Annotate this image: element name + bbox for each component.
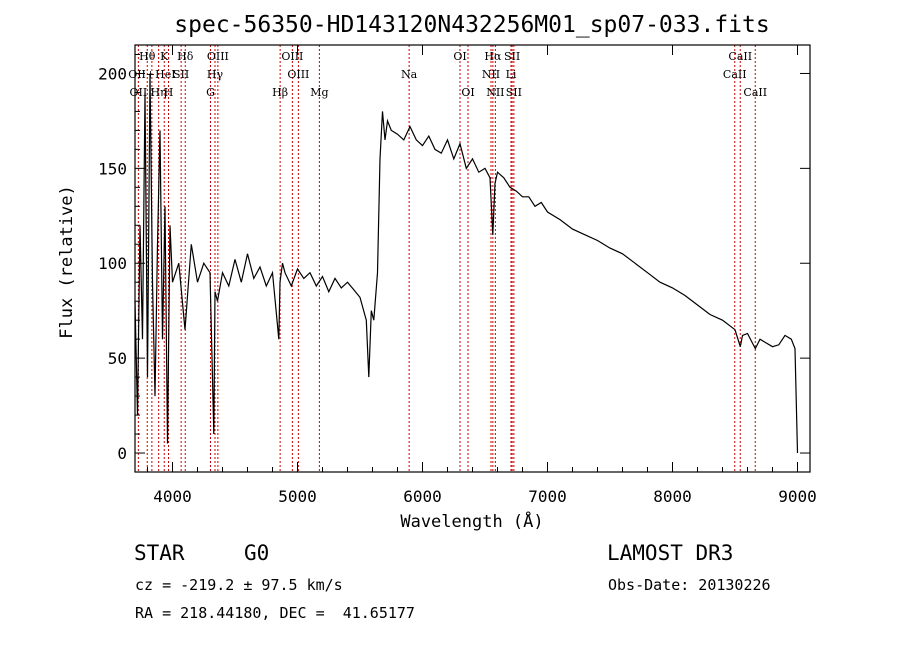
y-axis-ticks: 0 50 100 150 200 [98, 53, 810, 463]
spectral-marker-label: OI [461, 86, 474, 99]
y-tick-label: 150 [98, 159, 127, 178]
y-tick-label: 0 [117, 444, 127, 463]
spectral-marker-label: OIII [287, 68, 309, 81]
object-type: STAR [134, 541, 185, 565]
spectral-marker-label: CaII [728, 50, 752, 63]
y-tick-label: 50 [108, 349, 127, 368]
x-tick-label: 6000 [403, 487, 442, 506]
flux-series-line [134, 73, 799, 454]
x-tick-label: 5000 [278, 487, 317, 506]
spectral-marker-label: H [164, 86, 174, 99]
x-tick-label: 4000 [153, 487, 192, 506]
y-tick-label: 200 [98, 64, 127, 83]
y-axis-label: Flux (relative) [57, 185, 77, 339]
x-tick-label: 9000 [778, 487, 817, 506]
spectral-marker-label: K [160, 50, 169, 63]
spectral-marker-label: OIII [207, 50, 229, 63]
spectral-marker-label: OI [453, 50, 466, 63]
spectral-marker-label: SII [506, 86, 522, 99]
spectral-marker-label: Hθ [139, 50, 156, 63]
spectral-marker-label: NII [486, 86, 504, 99]
spectral-marker-label: G [206, 86, 215, 99]
spectral-marker-label: CaII [723, 68, 747, 81]
spectral-marker-label: Na [401, 68, 418, 81]
chart-title: spec-56350-HD143120N432256M01_sp07-033.f… [174, 12, 769, 38]
spectral-marker-label: Hα [484, 50, 502, 63]
spectral-marker-lines [137, 45, 756, 472]
x-axis-ticks: 4000 5000 6000 7000 8000 9000 [147, 45, 817, 506]
spectral-marker-label: Hη [151, 86, 167, 99]
spectral-marker-label: SII [504, 50, 520, 63]
x-tick-label: 8000 [653, 487, 692, 506]
radial-velocity: cz = -219.2 ± 97.5 km/s [135, 576, 343, 594]
observation-date: Obs-Date: 20130226 [608, 576, 771, 594]
spectral-marker-label: CaII [743, 86, 767, 99]
survey-name: LAMOST DR3 [607, 541, 734, 565]
spectral-marker-label: NII [482, 68, 500, 81]
spectral-marker-label: Hδ [177, 50, 194, 63]
spectral-marker-label: OIII [281, 50, 303, 63]
spectral-marker-label: SII [173, 68, 189, 81]
x-axis-label: Wavelength (Å) [400, 510, 543, 532]
y-tick-label: 100 [98, 254, 127, 273]
spectral-marker-label: Li [506, 68, 517, 81]
spectral-marker-label: Mg [310, 86, 328, 99]
spectral-marker-label: Hγ [207, 68, 224, 81]
spectral-marker-label: Hβ [272, 86, 288, 99]
spectral-marker-label: OII+HeI [128, 68, 175, 81]
plot-frame [134, 44, 811, 473]
subclass: G0 [244, 541, 270, 565]
x-tick-label: 7000 [528, 487, 567, 506]
coordinates: RA = 218.44180, DEC = 41.65177 [135, 604, 415, 622]
